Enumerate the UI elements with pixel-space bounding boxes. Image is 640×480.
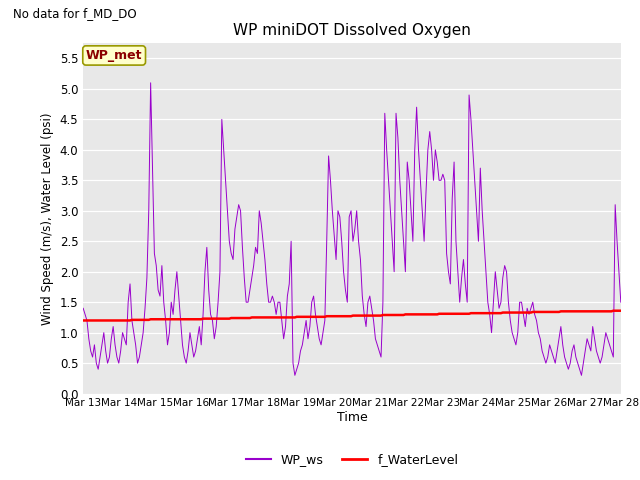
f_WaterLevel [531,309,538,315]
WP_ws [79,305,87,311]
WP_ws [574,360,582,366]
f_WaterLevel [540,309,548,315]
WP_ws [126,281,134,287]
Line: f_WaterLevel: f_WaterLevel [83,311,621,321]
WP_ws [291,372,299,378]
f_WaterLevel [570,309,578,314]
WP_ws [544,354,552,360]
WP_ws [617,300,625,305]
Text: No data for f_MD_DO: No data for f_MD_DO [13,7,136,20]
f_WaterLevel [79,318,87,324]
WP_ws [147,80,154,86]
f_WaterLevel [617,308,625,313]
Line: WP_ws: WP_ws [83,83,621,375]
Text: WP_met: WP_met [86,49,142,62]
X-axis label: Time: Time [337,411,367,424]
f_WaterLevel [609,308,617,313]
WP_ws [534,330,542,336]
f_WaterLevel [126,318,134,324]
Legend: WP_ws, f_WaterLevel: WP_ws, f_WaterLevel [241,448,463,471]
WP_ws [355,239,362,244]
WP_ws [557,324,564,329]
Y-axis label: Wind Speed (m/s), Water Level (psi): Wind Speed (m/s), Water Level (psi) [41,112,54,324]
f_WaterLevel [351,312,358,318]
Title: WP miniDOT Dissolved Oxygen: WP miniDOT Dissolved Oxygen [233,23,471,38]
f_WaterLevel [553,309,561,315]
